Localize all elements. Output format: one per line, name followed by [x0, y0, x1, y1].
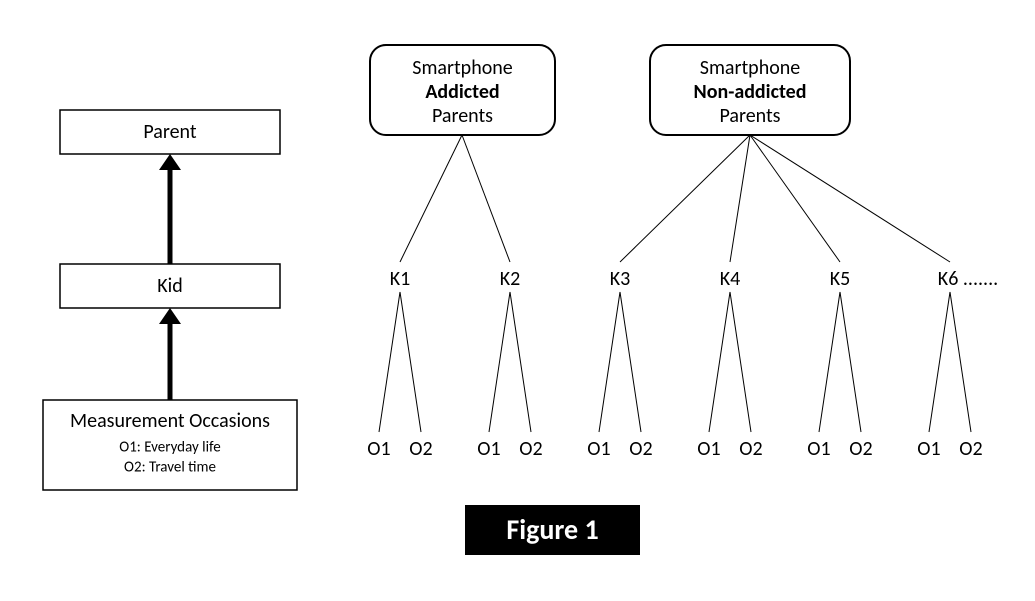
box-measure: Measurement Occasions O1: Everyday life O2…: [43, 400, 297, 490]
occ-K6-O2: O2: [959, 437, 982, 461]
group-addicted: SmartphoneAddictedParents: [370, 45, 555, 135]
edge-nonaddicted-K3: [620, 135, 750, 262]
group-nonaddicted-line-1: Non-addicted: [694, 80, 807, 104]
arrowhead-kid-to-parent: [159, 154, 181, 170]
occ-K3-O1: O1: [587, 437, 610, 461]
figure-label: Figure 1: [465, 505, 640, 555]
measure-line-0: Measurement Occasions: [70, 409, 270, 433]
edge-nonaddicted-K4: [730, 135, 750, 262]
group-addicted-line-1: Addicted: [425, 80, 499, 104]
box-parent: Parent: [60, 110, 280, 154]
measure-line-1: O1: Everyday life: [119, 439, 220, 457]
edge-K3-O2: [620, 292, 641, 432]
edge-K4-O1: [709, 292, 730, 432]
edge-K5-O1: [819, 292, 840, 432]
occ-K2-O2: O2: [519, 437, 542, 461]
figure-label-text: Figure 1: [506, 512, 598, 547]
edge-K5-O2: [840, 292, 861, 432]
edge-addicted-K2: [462, 135, 510, 262]
parent-label: Parent: [143, 120, 196, 144]
edge-K1-O2: [400, 292, 421, 432]
edge-nonaddicted-K6: [750, 135, 950, 262]
occ-K2-O1: O1: [477, 437, 500, 461]
edge-K6-O2: [950, 292, 971, 432]
edge-K2-O2: [510, 292, 531, 432]
occ-K1-O1: O1: [367, 437, 390, 461]
arrowhead-measure-to-kid: [159, 308, 181, 324]
edge-addicted-K1: [400, 135, 462, 262]
group-nonaddicted: SmartphoneNon-addictedParents: [650, 45, 850, 135]
kid-label-K1: K1: [390, 267, 411, 291]
occ-K3-O2: O2: [629, 437, 652, 461]
edge-K1-O1: [379, 292, 400, 432]
edge-K2-O1: [489, 292, 510, 432]
edge-K3-O1: [599, 292, 620, 432]
box-kid: Kid: [60, 264, 280, 308]
occ-K4-O1: O1: [697, 437, 720, 461]
edge-nonaddicted-K5: [750, 135, 840, 262]
group-addicted-line-0: Smartphone: [412, 56, 512, 80]
group-nonaddicted-line-0: Smartphone: [700, 56, 800, 80]
occ-K6-O1: O1: [917, 437, 940, 461]
kid-label: Kid: [157, 274, 183, 298]
edge-K6-O1: [929, 292, 950, 432]
occ-K5-O2: O2: [849, 437, 872, 461]
measure-line-2: O2: Travel time: [124, 459, 216, 477]
occ-K4-O2: O2: [739, 437, 762, 461]
group-addicted-line-2: Parents: [432, 104, 493, 128]
edge-K4-O2: [730, 292, 751, 432]
group-nonaddicted-line-2: Parents: [720, 104, 781, 128]
kid-label-K6: K6 .......: [938, 267, 998, 291]
diagram-canvas: Parent Kid Measurement Occasions O1: Everyd…: [0, 0, 1035, 601]
kid-label-K3: K3: [610, 267, 631, 291]
occ-K1-O2: O2: [409, 437, 432, 461]
kid-label-K5: K5: [830, 267, 851, 291]
kid-label-K4: K4: [720, 267, 741, 291]
kid-label-K2: K2: [500, 267, 521, 291]
occ-K5-O1: O1: [807, 437, 830, 461]
